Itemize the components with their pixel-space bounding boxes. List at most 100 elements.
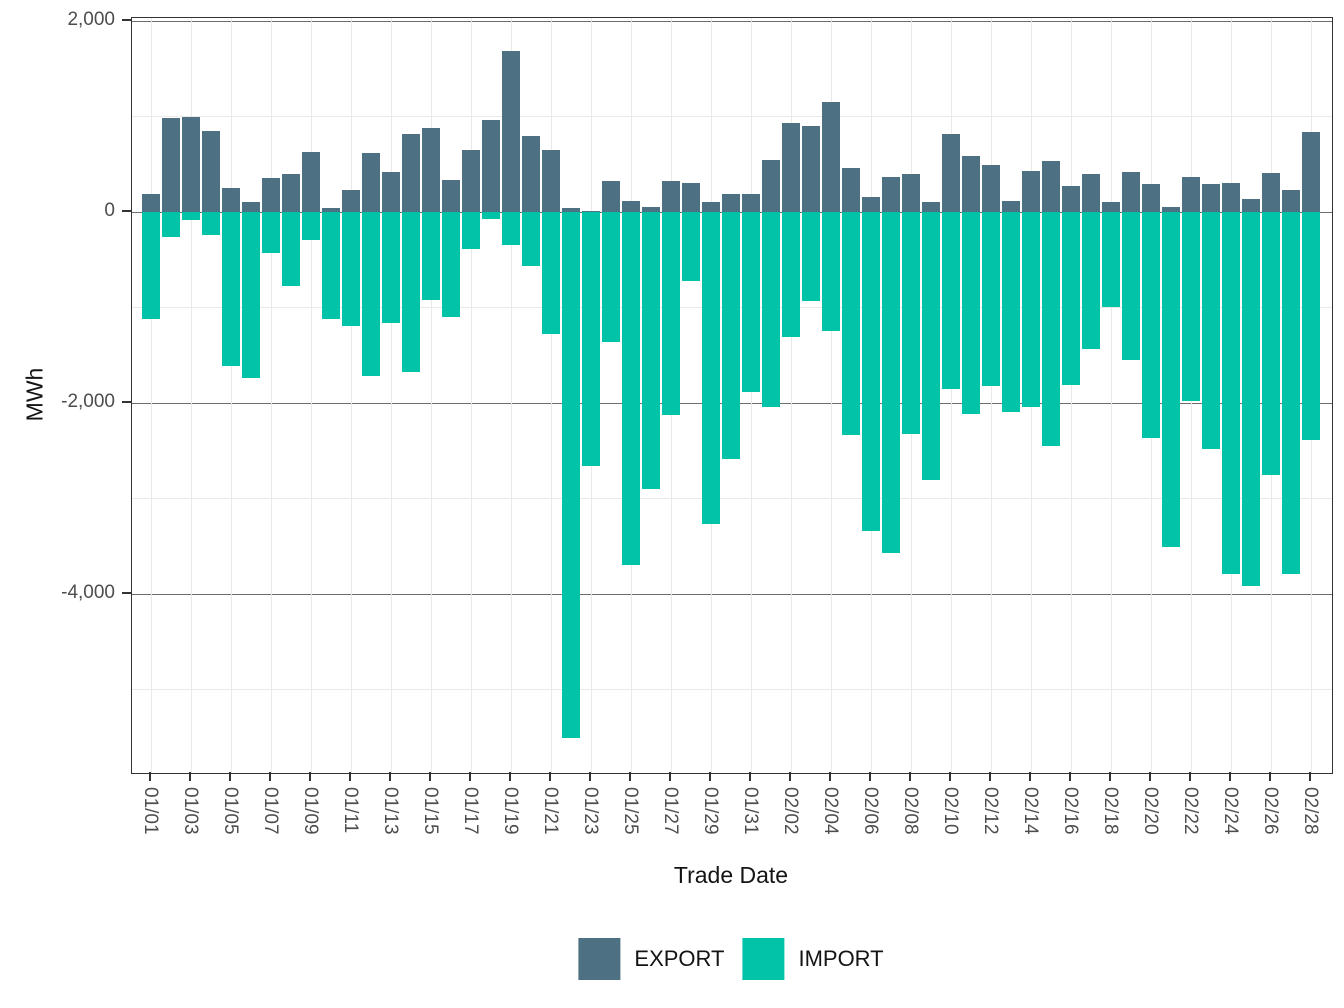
- x-axis-tick: [549, 772, 551, 781]
- legend-entry-export: EXPORT: [578, 938, 724, 980]
- vertical-gridline: [950, 18, 952, 773]
- bar-import-01/27: [662, 212, 680, 415]
- bar-import-01/02: [162, 212, 180, 237]
- bar-import-01/13: [382, 212, 400, 324]
- minor-gridline: [132, 498, 1332, 500]
- x-tick-label: 02/20: [1140, 787, 1161, 835]
- bar-export-02/06: [862, 197, 880, 213]
- vertical-gridline: [830, 18, 832, 773]
- x-tick-label: 02/04: [820, 787, 841, 835]
- bar-import-02/23: [1202, 212, 1220, 449]
- bar-export-02/20: [1142, 184, 1160, 213]
- bar-import-02/16: [1062, 212, 1080, 385]
- y-axis-tick: [122, 19, 131, 22]
- vertical-gridline: [190, 18, 192, 773]
- bar-export-01/14: [402, 133, 420, 213]
- bar-export-02/16: [1062, 185, 1080, 213]
- bar-import-02/01: [762, 212, 780, 408]
- bar-export-02/17: [1082, 174, 1100, 213]
- bar-import-02/17: [1082, 212, 1100, 349]
- x-axis-tick: [1229, 772, 1231, 781]
- x-axis-tick: [589, 772, 591, 781]
- x-tick-label: 01/01: [140, 787, 161, 835]
- bar-export-02/13: [1002, 200, 1020, 213]
- bar-export-01/21: [542, 150, 560, 213]
- bar-import-02/19: [1122, 212, 1140, 361]
- bar-import-01/15: [422, 212, 440, 301]
- bar-import-01/21: [542, 212, 560, 335]
- x-axis-tick: [709, 772, 711, 781]
- bar-export-02/04: [822, 101, 840, 213]
- bar-import-01/09: [302, 212, 320, 241]
- bar-export-02/02: [782, 122, 800, 213]
- x-axis-tick: [669, 772, 671, 781]
- bar-export-01/07: [262, 178, 280, 213]
- bar-import-02/04: [822, 212, 840, 331]
- x-axis-tick: [789, 772, 791, 781]
- bar-export-01/18: [482, 120, 500, 213]
- bar-import-02/08: [902, 212, 920, 435]
- bar-export-01/08: [282, 173, 300, 213]
- x-tick-label: 01/09: [300, 787, 321, 835]
- bar-import-01/28: [682, 212, 700, 281]
- bar-import-01/29: [702, 212, 720, 524]
- bar-import-02/26: [1262, 212, 1280, 475]
- bar-import-01/19: [502, 212, 520, 245]
- y-axis-tick: [122, 401, 131, 404]
- x-tick-label: 01/07: [260, 787, 281, 835]
- bar-export-01/12: [362, 153, 380, 213]
- bar-import-01/25: [622, 212, 640, 565]
- x-axis-tick: [989, 772, 991, 781]
- bar-export-02/26: [1262, 172, 1280, 213]
- bar-export-02/22: [1182, 176, 1200, 213]
- x-tick-label: 02/08: [900, 787, 921, 835]
- bar-import-02/06: [862, 212, 880, 531]
- vertical-gridline: [1070, 18, 1072, 773]
- bar-export-02/21: [1162, 207, 1180, 213]
- bar-export-02/03: [802, 126, 820, 213]
- bar-export-02/12: [982, 164, 1000, 213]
- x-axis-tick: [629, 772, 631, 781]
- bar-import-02/21: [1162, 212, 1180, 548]
- bar-import-02/11: [962, 212, 980, 414]
- bar-import-01/24: [602, 212, 620, 343]
- vertical-gridline: [350, 18, 352, 773]
- bar-import-01/10: [322, 212, 340, 319]
- legend: EXPORT IMPORT: [578, 938, 884, 980]
- bar-export-01/29: [702, 202, 720, 213]
- bar-import-01/18: [482, 212, 500, 220]
- legend-entry-import: IMPORT: [742, 938, 884, 980]
- x-axis-tick: [269, 772, 271, 781]
- x-tick-label: 02/10: [940, 787, 961, 835]
- legend-label-import: IMPORT: [798, 946, 884, 971]
- bar-export-02/05: [842, 168, 860, 213]
- x-tick-label: 02/16: [1060, 787, 1081, 835]
- bar-export-01/03: [182, 116, 200, 213]
- bar-import-02/27: [1282, 212, 1300, 574]
- export-swatch-icon: [578, 938, 621, 980]
- minor-gridline: [132, 689, 1332, 691]
- x-tick-label: 02/24: [1220, 787, 1241, 835]
- bar-import-02/07: [882, 212, 900, 553]
- bar-export-02/07: [882, 177, 900, 213]
- bar-import-02/03: [802, 212, 820, 301]
- x-tick-label: 01/15: [420, 787, 441, 835]
- x-axis-tick: [509, 772, 511, 781]
- x-tick-label: 01/17: [460, 787, 481, 835]
- bar-import-02/02: [782, 212, 800, 337]
- bar-export-02/09: [922, 201, 940, 213]
- y-tick-label: -2,000: [61, 391, 115, 413]
- bar-export-01/02: [162, 118, 180, 213]
- x-axis-tick: [149, 772, 151, 781]
- x-axis-title: Trade Date: [673, 862, 789, 888]
- y-axis-tick: [122, 592, 131, 595]
- x-axis-tick: [909, 772, 911, 781]
- x-axis-tick: [189, 772, 191, 781]
- x-axis-tick: [869, 772, 871, 781]
- bar-import-01/08: [282, 212, 300, 287]
- vertical-gridline: [230, 18, 232, 773]
- bar-export-01/05: [222, 187, 240, 213]
- major-gridline: [132, 593, 1332, 595]
- x-axis-tick: [429, 772, 431, 781]
- bar-export-01/30: [722, 194, 740, 213]
